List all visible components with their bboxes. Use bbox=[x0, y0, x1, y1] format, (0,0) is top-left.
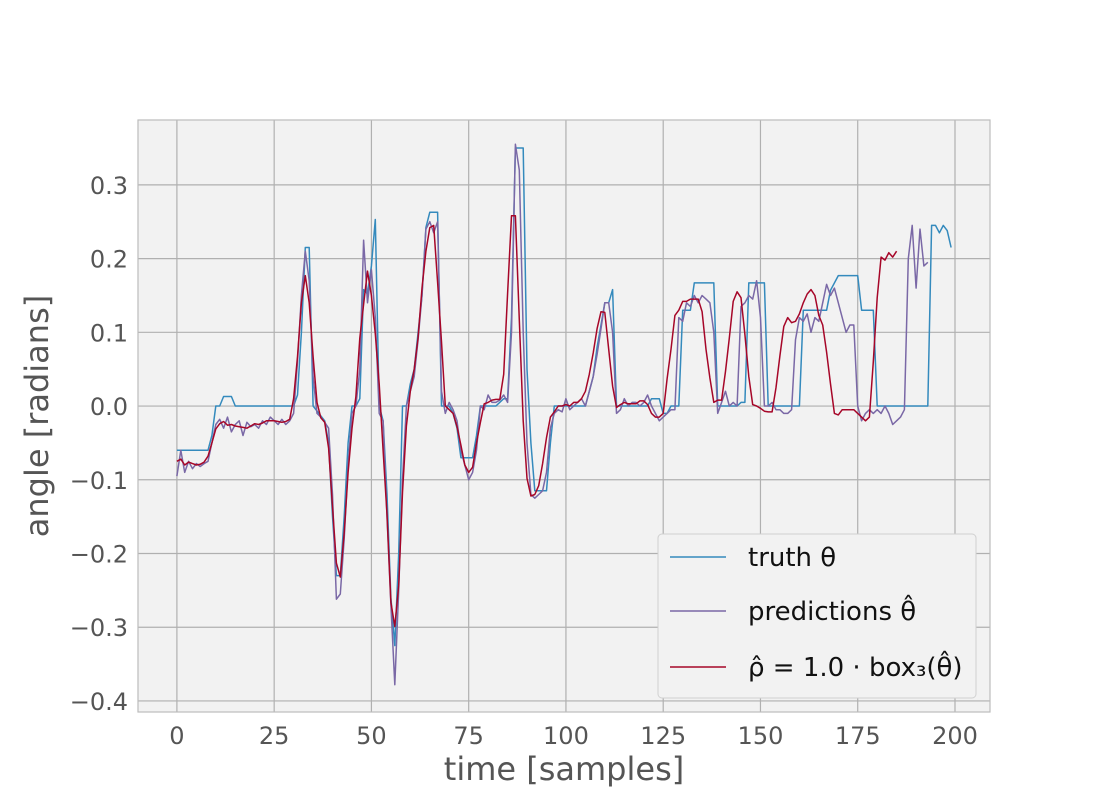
legend-label-smoothed: ρ̂ = 1.0 · box₃(θ̂) bbox=[748, 649, 963, 683]
series-layer bbox=[176, 143, 952, 686]
x-tick-label: 0 bbox=[169, 722, 184, 750]
x-tick-label: 200 bbox=[932, 722, 978, 750]
y-tick-label: 0.3 bbox=[90, 172, 128, 200]
x-axis-title: time [samples] bbox=[444, 750, 684, 788]
x-tick-label: 50 bbox=[356, 722, 387, 750]
y-tick-label: 0.2 bbox=[90, 246, 128, 274]
y-tick-label: 0.0 bbox=[90, 393, 128, 421]
legend: truth θ predictions θ̂ ρ̂ = 1.0 · box₃(θ… bbox=[657, 533, 977, 699]
legend-label-predictions: predictions θ̂ bbox=[748, 593, 916, 627]
x-tick-label: 25 bbox=[259, 722, 290, 750]
series-line-predictions bbox=[176, 143, 929, 686]
y-tick-label: −0.1 bbox=[70, 467, 128, 495]
y-axis-ticks: −0.4 −0.3 −0.2 −0.1 0.0 0.1 0.2 0.3 bbox=[70, 172, 128, 716]
x-axis-ticks: 0 25 50 75 100 125 150 175 200 bbox=[169, 722, 978, 750]
x-tick-label: 150 bbox=[738, 722, 784, 750]
x-tick-label: 75 bbox=[453, 722, 484, 750]
legend-label-truth: truth θ bbox=[748, 543, 836, 573]
legend-box bbox=[657, 533, 977, 699]
y-tick-label: 0.1 bbox=[90, 319, 128, 347]
series-line-smoothed bbox=[176, 215, 898, 628]
y-tick-label: −0.3 bbox=[70, 614, 128, 642]
y-tick-label: −0.2 bbox=[70, 540, 128, 568]
x-tick-label: 175 bbox=[835, 722, 881, 750]
y-axis-title: angle [radians] bbox=[18, 295, 56, 537]
y-tick-label: −0.4 bbox=[70, 688, 128, 716]
plot-frame bbox=[137, 119, 991, 713]
x-tick-label: 100 bbox=[543, 722, 589, 750]
x-tick-label: 125 bbox=[640, 722, 686, 750]
